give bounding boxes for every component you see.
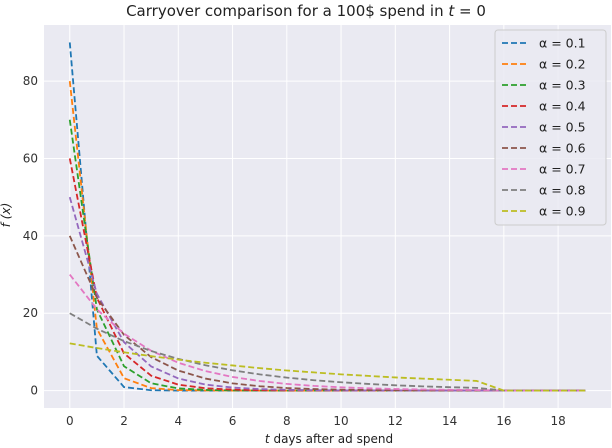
legend-entry: α = 0.5: [539, 120, 586, 135]
legend-entry: α = 0.2: [539, 57, 586, 72]
x-tick-label: 4: [174, 414, 182, 428]
y-tick-label: 0: [30, 384, 38, 398]
series-line-2: [68, 81, 586, 392]
x-tick-label: 18: [550, 414, 565, 428]
x-axis-label: t days after ad spend: [265, 432, 393, 446]
legend-entry: α = 0.4: [539, 99, 586, 114]
y-tick-label: 60: [23, 151, 38, 165]
legend-entry: α = 0.7: [539, 162, 586, 177]
x-tick-label: 10: [333, 414, 348, 428]
y-tick-label: 20: [23, 306, 38, 320]
y-axis-label: f (x): [0, 203, 13, 228]
x-tick-label: 16: [496, 414, 511, 428]
series-lines: [68, 42, 586, 392]
legend: α = 0.1 α = 0.2 α = 0.3 α = 0.4 α = 0.5 α = 0…: [494, 29, 607, 226]
y-tick-labels: 0 20 40 60 80: [23, 74, 38, 397]
series-line-8: [69, 312, 586, 392]
series-line-6: [68, 235, 586, 392]
x-tick-label: 14: [442, 414, 457, 428]
x-tick-label: 0: [66, 414, 74, 428]
legend-entry: α = 0.8: [539, 183, 586, 198]
y-tick-label: 40: [23, 229, 38, 243]
x-tick-label: 8: [283, 414, 291, 428]
y-tick-label: 80: [23, 74, 38, 88]
series-line-9: [69, 342, 586, 392]
legend-entry: α = 0.1: [539, 36, 586, 51]
x-tick-label: 2: [120, 414, 128, 428]
legend-box: [494, 29, 607, 226]
x-tick-labels: 0 2 4 6 8 10 12 14 16 18: [66, 414, 566, 428]
legend-entry: α = 0.6: [539, 141, 586, 156]
x-tick-label: 6: [229, 414, 237, 428]
x-tick-label: 12: [388, 414, 403, 428]
legend-entry: α = 0.9: [539, 204, 586, 219]
legend-entry: α = 0.3: [539, 78, 586, 93]
chart-title: Carryover comparison for a 100$ spend in…: [126, 2, 486, 20]
